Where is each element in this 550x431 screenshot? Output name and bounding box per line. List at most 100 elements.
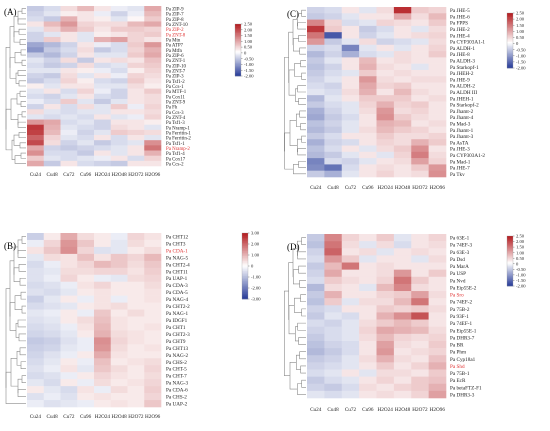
heatmap-cell — [144, 150, 162, 156]
heatmap-cell — [127, 246, 145, 255]
color-bar-step — [507, 58, 513, 61]
dendrogram-branch — [288, 31, 293, 83]
color-bar-step — [235, 57, 241, 60]
color-bar-step — [242, 256, 248, 259]
heatmap-cell — [60, 88, 78, 95]
heatmap-cell — [428, 164, 447, 172]
color-bar-step — [242, 233, 248, 235]
heatmap-cell — [393, 164, 412, 172]
heatmap-cell — [127, 160, 145, 167]
heatmap-cell — [77, 140, 95, 146]
heatmap-cell — [127, 11, 145, 17]
color-bar-step — [507, 247, 513, 249]
row-label: Pa Ccs-3 — [166, 111, 184, 116]
heatmap-cell — [393, 326, 412, 335]
heatmap-cell — [341, 355, 360, 363]
row-label: Pa betaFTZ-F1 — [450, 385, 482, 391]
heatmap-cell — [27, 16, 45, 22]
color-bar-step — [242, 272, 248, 275]
heatmap-cell — [60, 246, 78, 255]
heatmap-cell — [27, 393, 45, 401]
heatmap-cell — [77, 155, 95, 162]
column-label: Cu96 — [362, 407, 374, 413]
heatmap-cell — [60, 135, 78, 141]
heatmap-cell — [376, 107, 395, 115]
color-bar-step — [507, 277, 513, 279]
heatmap-cell — [393, 369, 412, 377]
heatmap-cell — [144, 57, 162, 64]
heatmap-cell — [341, 107, 360, 115]
heatmap-cell — [127, 6, 145, 12]
heatmap-cell — [341, 88, 360, 96]
heatmap-cell — [393, 88, 412, 96]
heatmap-cell — [359, 25, 377, 33]
heatmap-cell — [127, 386, 145, 394]
color-bar-step — [235, 50, 241, 52]
heatmap-cell — [77, 135, 95, 141]
heatmap-cell — [376, 51, 395, 58]
heatmap-cell — [411, 283, 429, 292]
heatmap-cell — [376, 120, 395, 127]
heatmap-cell — [110, 330, 128, 338]
color-bar-step — [242, 257, 248, 260]
dendrogram-branch — [13, 31, 20, 43]
heatmap-cell — [359, 291, 377, 299]
color-bar-step — [507, 276, 513, 278]
heatmap-cell — [324, 19, 343, 27]
dendrogram-branch — [298, 160, 306, 168]
heatmap-cell — [428, 312, 447, 320]
heatmap-cell — [43, 316, 61, 324]
heatmap-cell — [77, 365, 95, 373]
heatmap-cell — [324, 51, 343, 58]
color-bar-step — [235, 35, 241, 38]
heatmap-cell — [428, 44, 447, 52]
heatmap-cell — [27, 140, 45, 146]
heatmap-cell — [428, 340, 447, 349]
heatmap-cell — [324, 369, 343, 377]
heatmap-cell — [393, 283, 412, 292]
heatmap-cell — [324, 390, 343, 399]
heatmap-cell — [341, 255, 360, 263]
heatmap-cell — [110, 393, 128, 401]
heatmap-cell — [376, 126, 395, 134]
heatmap-cell — [144, 145, 162, 151]
color-bar-step — [235, 33, 241, 35]
heatmap-cell — [43, 344, 61, 352]
heatmap-cell — [359, 383, 377, 392]
color-bar-step — [242, 247, 248, 250]
heatmap-cell — [144, 295, 162, 303]
heatmap-cell — [428, 38, 447, 46]
heatmap-cell — [324, 305, 343, 313]
heatmap-cell — [359, 369, 377, 377]
heatmap-cell — [359, 248, 377, 256]
heatmap-cell — [43, 73, 61, 79]
heatmap-cell — [393, 376, 412, 385]
color-bar-step — [507, 22, 513, 25]
heatmap-cell — [411, 19, 429, 27]
heatmap-cell — [94, 140, 112, 146]
heatmap-cell — [376, 13, 395, 20]
heatmap-cell — [43, 379, 61, 387]
heatmap-cell — [428, 362, 447, 370]
heatmap-cell — [307, 234, 325, 242]
heatmap-cell — [341, 312, 360, 320]
color-bar-step — [507, 284, 513, 287]
color-bar-step — [242, 269, 248, 272]
heatmap-cell — [411, 13, 429, 20]
row-label: Pa CHT3 — [166, 241, 186, 247]
row-label: Pa Cox17 — [166, 157, 186, 162]
color-bar-step — [507, 259, 513, 262]
row-label: Pa JHE-4 — [450, 33, 470, 39]
dendrogram-branch — [20, 291, 26, 300]
heatmap-cell — [341, 376, 360, 385]
heatmap-cell — [127, 93, 145, 100]
heatmap-cell — [341, 69, 360, 77]
heatmap-cell — [359, 57, 377, 64]
heatmap-cell — [144, 302, 162, 310]
color-bar-tick-label: -2.00 — [244, 74, 254, 79]
heatmap-cell — [110, 140, 128, 146]
heatmap-cell — [411, 234, 429, 242]
heatmap-cell — [393, 145, 412, 153]
heatmap-cell — [43, 83, 61, 89]
